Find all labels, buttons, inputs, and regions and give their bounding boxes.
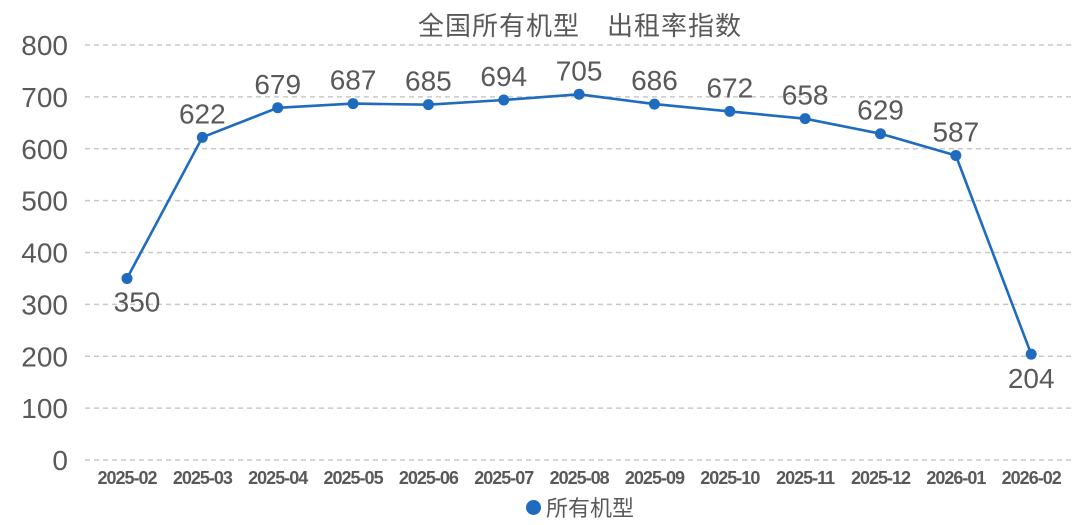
x-axis-tick-label: 2025-12 xyxy=(851,468,911,488)
data-point-label: 685 xyxy=(405,66,452,97)
data-point-label: 687 xyxy=(330,65,377,96)
x-axis-tick-label: 2025-10 xyxy=(700,468,760,488)
data-point-label: 658 xyxy=(782,80,829,111)
chart-title: 全国所有机型 出租率指数 xyxy=(417,11,742,41)
x-axis-tick-label: 2025-08 xyxy=(550,468,610,488)
data-point xyxy=(648,98,660,110)
x-axis-tick-label: 2026-02 xyxy=(1002,468,1062,488)
data-point xyxy=(196,131,208,143)
data-point-label: 350 xyxy=(114,286,161,317)
y-axis-tick-label: 500 xyxy=(21,186,68,217)
data-point xyxy=(875,128,886,140)
y-axis-tick-label: 100 xyxy=(21,393,68,424)
data-point-label: 629 xyxy=(857,95,904,126)
x-axis-tick-label: 2025-03 xyxy=(173,468,233,488)
data-point xyxy=(1025,348,1037,360)
data-point-label: 679 xyxy=(254,69,301,100)
data-point xyxy=(498,94,510,106)
data-point-label: 705 xyxy=(556,55,603,86)
y-axis-tick-label: 600 xyxy=(21,134,68,165)
y-axis-tick-label: 800 xyxy=(21,30,68,61)
data-point-label: 204 xyxy=(1008,363,1055,394)
data-point-label: 694 xyxy=(480,61,527,92)
data-point xyxy=(347,98,359,110)
data-point-label: 587 xyxy=(932,116,979,147)
y-axis-tick-label: 300 xyxy=(21,289,68,320)
y-axis-tick-label: 700 xyxy=(21,82,68,113)
y-axis-tick-label: 400 xyxy=(21,238,68,269)
data-point xyxy=(573,88,585,100)
legend-marker-icon xyxy=(525,499,541,515)
data-point xyxy=(272,102,284,114)
y-axis-tick-label: 0 xyxy=(52,445,68,476)
series-line xyxy=(125,93,1033,355)
data-point xyxy=(799,113,811,125)
y-axis-tick-label: 200 xyxy=(21,341,68,372)
legend-label: 所有机型 xyxy=(545,496,634,521)
data-point xyxy=(422,99,434,111)
data-point xyxy=(121,272,133,284)
x-axis-tick-label: 2025-05 xyxy=(324,468,384,488)
data-point-label: 686 xyxy=(631,65,678,96)
x-axis-tick-label: 2025-04 xyxy=(248,468,308,488)
x-axis-tick-label: 2025-07 xyxy=(474,468,534,488)
data-point-label: 672 xyxy=(706,72,753,103)
x-axis-tick-label: 2025-02 xyxy=(97,468,157,488)
data-point xyxy=(950,149,962,161)
legend: 所有机型 xyxy=(85,491,1075,523)
x-axis-tick-label: 2025-11 xyxy=(776,468,835,488)
data-point-label: 622 xyxy=(179,98,226,129)
x-axis-tick-label: 2025-06 xyxy=(399,468,459,488)
data-point xyxy=(724,105,736,117)
x-axis-tick-label: 2025-09 xyxy=(625,468,685,488)
x-axis-tick-label: 2026-01 xyxy=(926,468,986,488)
